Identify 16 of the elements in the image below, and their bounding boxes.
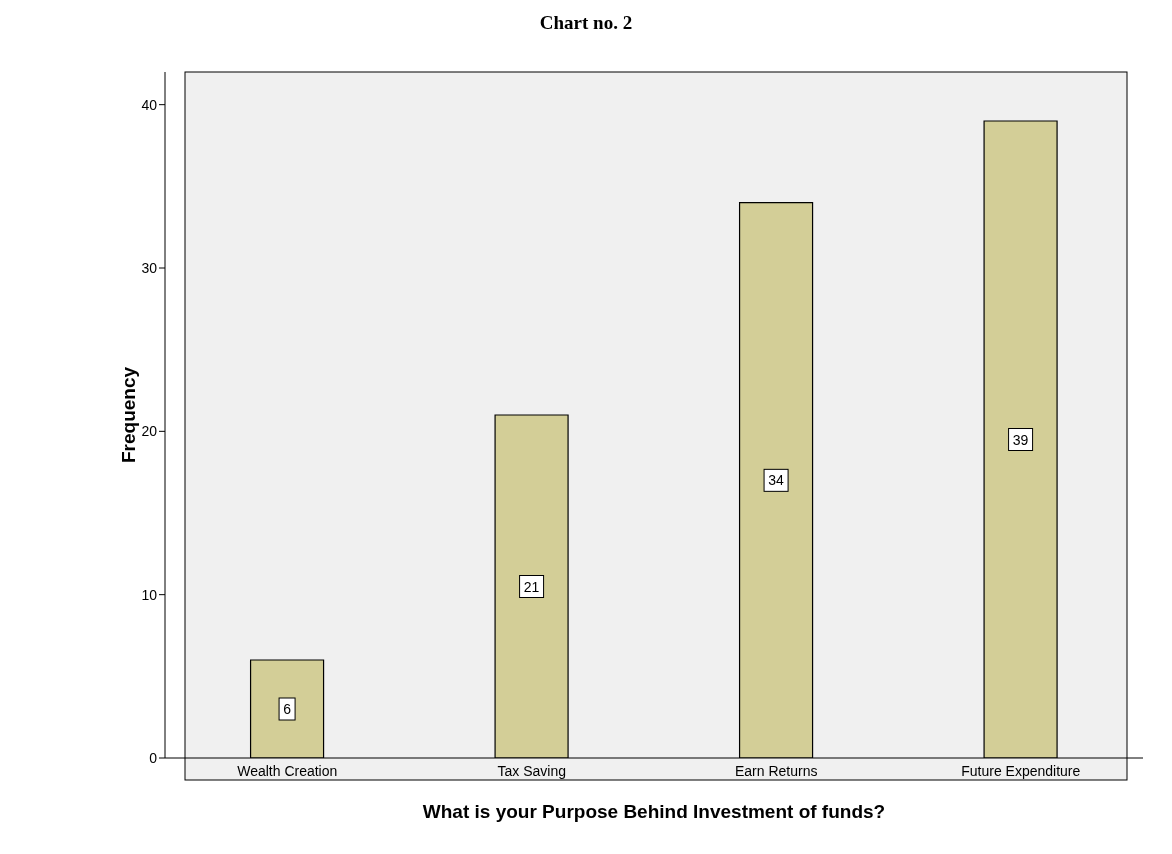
y-tick-label: 0 xyxy=(149,749,158,766)
data-label: 39 xyxy=(1012,431,1029,448)
x-tick-label: Future Expenditure xyxy=(961,762,1081,779)
y-tick-label: 40 xyxy=(141,96,158,113)
data-label: 34 xyxy=(768,472,785,489)
y-tick-label: 30 xyxy=(141,259,158,276)
chart-title: Chart no. 2 xyxy=(538,11,634,35)
x-axis-title: What is your Purpose Behind Investment of funds? xyxy=(422,801,886,822)
x-tick-label: Wealth Creation xyxy=(237,762,338,779)
y-axis-title: Frequency xyxy=(117,366,139,464)
x-tick-label: Earn Returns xyxy=(735,762,818,779)
y-tick-label: 20 xyxy=(141,423,158,440)
x-tick-label: Tax Saving xyxy=(497,762,566,779)
data-label: 6 xyxy=(283,701,292,717)
y-tick-label: 10 xyxy=(141,586,158,603)
data-label: 21 xyxy=(523,578,540,595)
